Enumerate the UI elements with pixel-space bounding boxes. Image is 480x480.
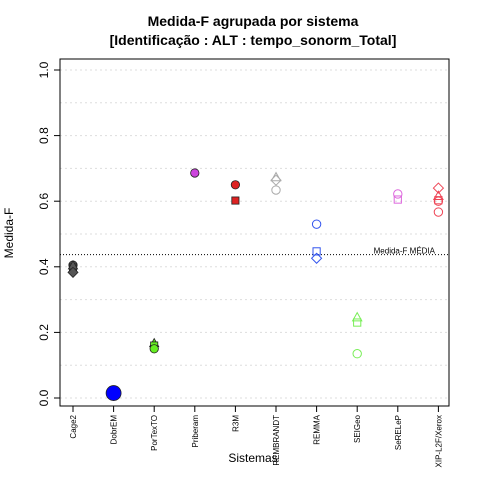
y-tick-label: 0.4 bbox=[37, 258, 51, 275]
data-point-triangle bbox=[351, 311, 363, 322]
x-tick-label: Priberam bbox=[191, 415, 200, 448]
data-point-circle bbox=[149, 344, 159, 354]
data-point-circle bbox=[271, 185, 281, 195]
x-axis-label: Sistemas bbox=[228, 451, 277, 465]
x-tick-label: DobrEM bbox=[110, 415, 119, 445]
y-tick-label: 0.2 bbox=[37, 324, 51, 341]
data-point-circle bbox=[190, 168, 200, 178]
y-tick-label: 0.6 bbox=[37, 193, 51, 210]
reference-line-group: Medida-F MÉDIA bbox=[60, 247, 449, 256]
chart-title: Medida-F agrupada por sistema bbox=[148, 13, 359, 29]
x-tick-label: SEIGeo bbox=[353, 414, 362, 443]
x-tick-label: Cage2 bbox=[69, 414, 78, 438]
data-point-diamond bbox=[67, 266, 79, 278]
x-tick-label: PorTexTO bbox=[150, 415, 159, 451]
data-point-diamond bbox=[310, 252, 323, 264]
x-tick-label: XIP-L2F/Xerox bbox=[434, 415, 443, 467]
chart-subtitle: [Identificação : ALT : tempo_sonorm_Tota… bbox=[110, 32, 397, 48]
x-tick-label: REMMA bbox=[313, 414, 322, 444]
data-point-circle bbox=[230, 180, 240, 190]
data-point-square bbox=[353, 318, 362, 327]
data-point-circle bbox=[433, 207, 444, 217]
data-points bbox=[67, 168, 445, 401]
x-tick-label: SeRELeP bbox=[394, 415, 403, 450]
data-point-circle bbox=[393, 189, 403, 199]
x-tick-label: R3M bbox=[231, 415, 240, 432]
x-tick-label: REMBRANDT bbox=[272, 415, 281, 466]
data-point-square bbox=[231, 196, 240, 205]
plot-frame bbox=[59, 58, 450, 407]
reference-line-label: Medida-F MÉDIA bbox=[374, 247, 436, 256]
y-axis: 0.0 0.2 0.4 0.6 0.8 1.0 bbox=[37, 61, 60, 406]
data-point-square bbox=[393, 195, 402, 204]
data-point-circle bbox=[105, 385, 122, 401]
data-point-diamond bbox=[432, 182, 445, 194]
y-tick-label: 0.8 bbox=[37, 127, 51, 144]
y-tick-label: 0.0 bbox=[37, 389, 51, 406]
x-axis: Cage2 DobrEM PorTexTO Priberam R3M REMBRANDT R… bbox=[69, 406, 443, 467]
data-point-circle bbox=[433, 196, 444, 206]
data-point-square bbox=[312, 247, 321, 256]
data-point-circle bbox=[311, 219, 322, 229]
data-point-triangle bbox=[432, 190, 444, 200]
y-tick-label: 1.0 bbox=[37, 61, 51, 78]
grid bbox=[60, 69, 449, 399]
data-point-triangle bbox=[270, 171, 282, 182]
data-point-diamond bbox=[270, 174, 282, 186]
y-axis-label: Medida-F bbox=[2, 208, 16, 259]
data-point-circle bbox=[352, 349, 362, 359]
